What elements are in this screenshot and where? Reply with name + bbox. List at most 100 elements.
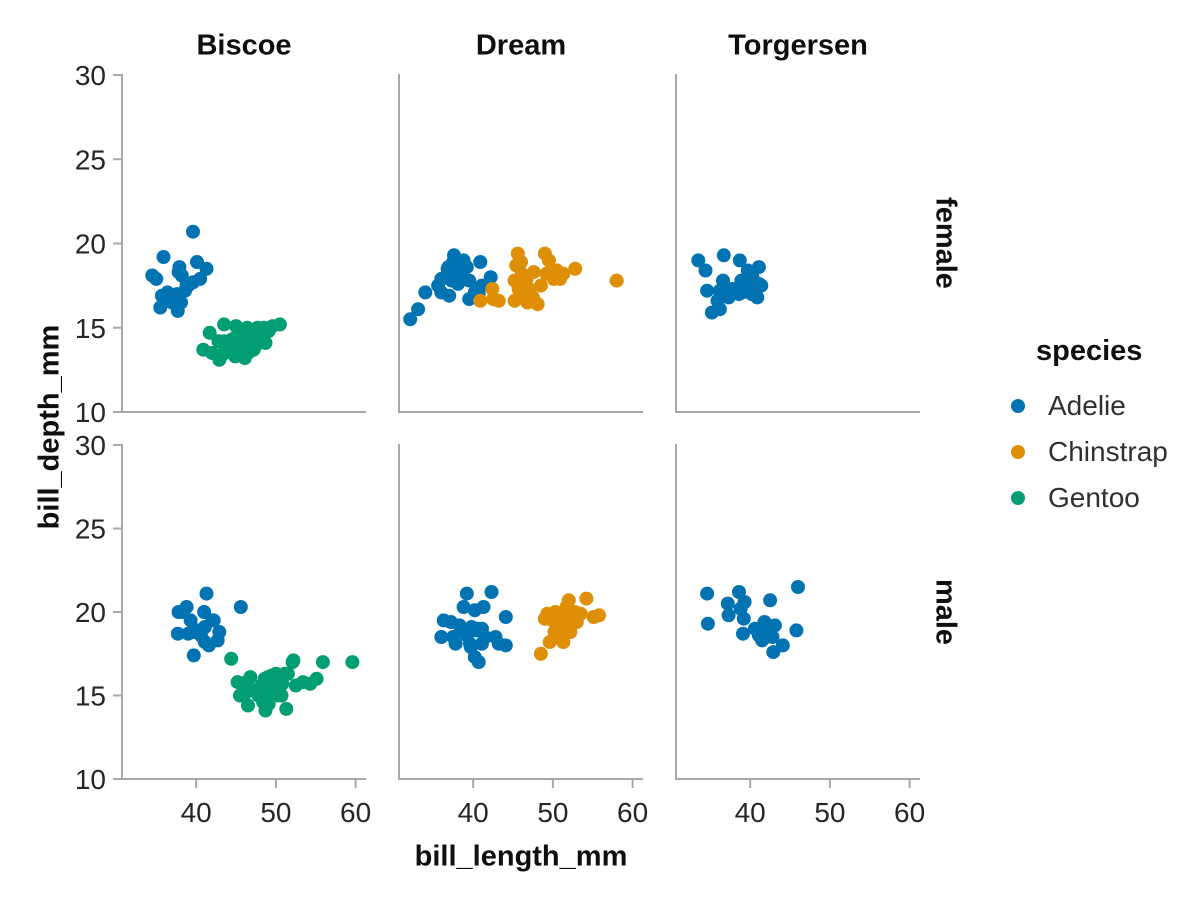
x-tick-label: 60 <box>617 797 648 828</box>
data-point-adelie <box>716 248 731 263</box>
x-tick-label: 50 <box>814 797 845 828</box>
legend-title: species <box>1036 335 1143 367</box>
data-point-gentoo <box>279 701 294 716</box>
y-tick-label: 30 <box>75 430 106 461</box>
y-tick-label: 10 <box>75 764 106 795</box>
data-point-adelie <box>751 260 766 275</box>
data-point-chinstrap <box>473 293 488 308</box>
data-point-chinstrap <box>568 261 583 276</box>
data-point-adelie <box>418 285 433 300</box>
facet-col-title-dream: Dream <box>475 29 567 62</box>
legend: species Adelie Chinstrap Gentoo <box>1004 336 1168 512</box>
data-point-adelie <box>700 586 715 601</box>
legend-swatch-gentoo-icon <box>1011 491 1025 505</box>
legend-label-gentoo: Gentoo <box>1048 482 1140 513</box>
data-point-adelie <box>156 250 171 264</box>
data-point-adelie <box>698 263 713 278</box>
data-point-adelie <box>765 630 780 644</box>
data-point-adelie <box>498 610 513 624</box>
data-point-gentoo <box>309 671 324 686</box>
data-point-adelie <box>483 270 498 285</box>
data-point-adelie <box>411 302 426 317</box>
data-point-chinstrap <box>561 593 576 608</box>
data-point-adelie <box>712 302 727 317</box>
data-point-adelie <box>233 600 248 614</box>
data-point-adelie <box>700 616 715 631</box>
data-point-adelie <box>721 608 736 623</box>
data-point-adelie <box>403 312 418 327</box>
y-tick-label: 25 <box>75 144 106 175</box>
data-point-gentoo <box>272 317 287 332</box>
data-point-chinstrap <box>514 255 528 269</box>
data-point-adelie <box>170 626 185 641</box>
data-point-adelie <box>206 613 221 628</box>
data-point-chinstrap <box>526 265 541 280</box>
data-point-adelie <box>791 580 805 594</box>
data-point-adelie <box>498 638 513 653</box>
legend-item-adelie: Adelie <box>1004 392 1168 420</box>
data-point-chinstrap <box>609 273 624 288</box>
data-point-chinstrap <box>579 591 594 606</box>
data-point-gentoo <box>258 335 273 350</box>
data-point-gentoo <box>315 655 330 670</box>
data-point-adelie <box>462 273 477 288</box>
data-point-gentoo <box>202 325 217 340</box>
legend-swatch-adelie-icon <box>1011 399 1025 413</box>
y-tick-label: 10 <box>75 397 106 428</box>
facet-col-title-torgersen: Torgersen <box>728 29 868 62</box>
data-point-adelie <box>691 253 706 268</box>
data-point-adelie <box>476 600 491 614</box>
data-point-adelie <box>484 585 499 599</box>
y-tick-label: 15 <box>75 313 106 344</box>
data-point-adelie <box>149 271 164 286</box>
data-point-adelie <box>775 638 790 653</box>
data-point-adelie <box>767 618 782 633</box>
data-point-gentoo <box>280 666 295 681</box>
data-point-adelie <box>763 593 778 608</box>
data-point-chinstrap <box>491 293 506 308</box>
data-point-adelie <box>442 288 457 303</box>
x-tick-label: 50 <box>260 797 291 828</box>
data-point-adelie <box>736 626 750 641</box>
data-point-adelie <box>199 586 214 601</box>
data-point-adelie <box>179 600 194 614</box>
y-tick-label: 30 <box>75 60 106 91</box>
y-tick-label: 25 <box>75 514 106 545</box>
data-point-adelie <box>186 648 201 663</box>
data-point-gentoo <box>345 655 360 670</box>
legend-swatch-chinstrap-icon <box>1011 445 1025 459</box>
data-point-adelie <box>716 273 730 288</box>
data-point-adelie <box>212 625 227 639</box>
data-point-adelie <box>736 611 751 626</box>
data-point-chinstrap <box>533 646 548 661</box>
data-point-adelie <box>471 655 486 670</box>
data-point-chinstrap <box>556 266 571 281</box>
data-point-adelie <box>789 623 804 638</box>
data-point-adelie <box>720 596 735 611</box>
data-point-chinstrap <box>485 282 500 296</box>
data-point-gentoo <box>224 651 239 666</box>
data-point-chinstrap <box>541 253 556 268</box>
data-point-adelie <box>700 283 715 298</box>
data-point-gentoo <box>241 698 255 713</box>
y-tick-label: 20 <box>75 229 106 260</box>
data-point-adelie <box>737 595 752 609</box>
x-tick-label: 40 <box>458 797 489 828</box>
data-point-chinstrap <box>563 625 578 639</box>
x-tick-label: 60 <box>340 797 371 828</box>
data-point-adelie <box>459 586 474 601</box>
y-tick-label: 20 <box>75 597 106 628</box>
data-point-chinstrap <box>533 278 548 293</box>
data-point-adelie <box>732 253 747 268</box>
data-point-gentoo <box>286 653 301 668</box>
data-point-adelie <box>186 224 200 239</box>
x-tick-label: 60 <box>894 797 925 828</box>
data-point-adelie <box>183 613 198 628</box>
data-point-adelie <box>750 290 765 305</box>
data-point-adelie <box>193 271 208 286</box>
legend-label-adelie: Adelie <box>1048 390 1126 421</box>
x-tick-label: 50 <box>537 797 568 828</box>
x-axis-label: bill_length_mm <box>414 840 628 873</box>
